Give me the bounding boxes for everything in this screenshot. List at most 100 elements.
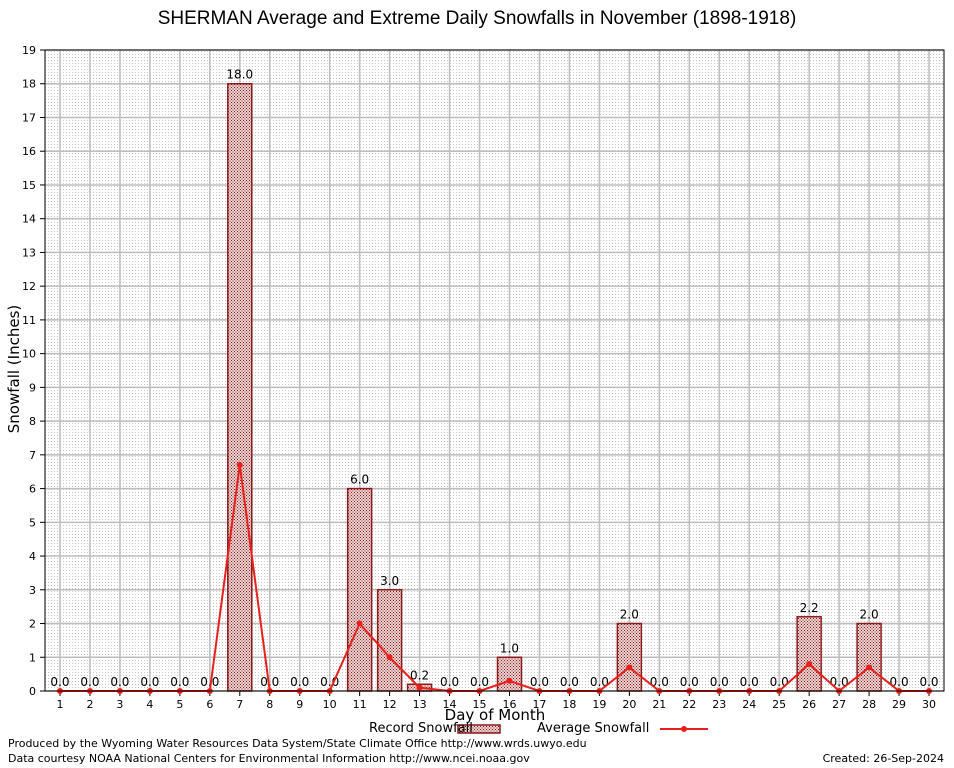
x-tick-label: 29 — [892, 698, 906, 711]
record-snowfall-bar — [856, 622, 882, 692]
bar-value-label: 3.0 — [380, 574, 399, 588]
x-tick-label: 16 — [502, 698, 516, 711]
x-tick-label: 30 — [922, 698, 936, 711]
bar-value-label: 0.0 — [890, 675, 909, 689]
x-tick-label: 26 — [802, 698, 816, 711]
y-tick-label: 1 — [29, 651, 36, 664]
y-tick-label: 5 — [29, 516, 36, 529]
chart-title: SHERMAN Average and Extreme Daily Snowfa… — [157, 8, 797, 29]
x-tick-label: 24 — [742, 698, 756, 711]
x-tick-label: 5 — [176, 698, 183, 711]
bar-value-label: 0.0 — [200, 675, 219, 689]
x-tick-label: 20 — [622, 698, 636, 711]
y-tick-label: 6 — [29, 483, 36, 496]
y-tick-label: 14 — [22, 213, 36, 226]
average-snowfall-point — [236, 461, 243, 468]
average-snowfall-point — [626, 664, 633, 671]
y-tick-label: 3 — [29, 584, 36, 597]
bar-value-label: 0.0 — [530, 675, 549, 689]
record-snowfall-bar — [376, 589, 403, 692]
bar-value-label: 0.0 — [919, 675, 938, 689]
y-tick-label: 4 — [29, 550, 36, 563]
y-tick-label: 12 — [22, 280, 36, 293]
y-tick-label: 18 — [22, 78, 36, 91]
x-tick-label: 18 — [562, 698, 576, 711]
bar-value-label: 0.0 — [710, 675, 729, 689]
x-tick-label: 8 — [266, 698, 273, 711]
average-snowfall-point — [416, 684, 423, 691]
bar-value-label: 0.0 — [290, 675, 309, 689]
legend-average-label: Average Snowfall — [537, 721, 650, 736]
x-tick-label: 23 — [712, 698, 726, 711]
y-tick-label: 0 — [29, 685, 36, 698]
x-tick-label: 27 — [832, 698, 846, 711]
y-tick-label: 8 — [29, 415, 36, 428]
x-tick-label: 6 — [206, 698, 213, 711]
x-tick-label: 21 — [652, 698, 666, 711]
record-snowfall-bar — [616, 622, 643, 692]
y-tick-label: 16 — [22, 145, 36, 158]
bar-value-label: 0.0 — [590, 675, 609, 689]
plot-background — [45, 50, 944, 691]
bar-value-label: 1.0 — [500, 641, 519, 655]
bar-value-label: 0.0 — [140, 675, 159, 689]
x-axis-label: Day of Month — [444, 706, 546, 724]
bar-value-label: 18.0 — [226, 68, 253, 82]
footer-produced-by: Produced by the Wyoming Water Resources … — [8, 737, 587, 750]
x-tick-label: 15 — [473, 698, 487, 711]
bar-value-label: 2.0 — [620, 608, 639, 622]
x-tick-label: 19 — [592, 698, 606, 711]
bar-value-label: 0.0 — [110, 675, 129, 689]
average-snowfall-point — [386, 654, 393, 661]
x-tick-label: 11 — [353, 698, 367, 711]
y-tick-label: 9 — [29, 381, 36, 394]
y-axis-label: Snowfall (Inches) — [5, 304, 23, 434]
x-tick-label: 9 — [296, 698, 303, 711]
x-tick-label: 25 — [772, 698, 786, 711]
bar-value-label: 0.0 — [50, 675, 69, 689]
x-tick-label: 14 — [443, 698, 457, 711]
average-snowfall-point — [356, 620, 363, 627]
x-tick-label: 28 — [862, 698, 876, 711]
y-tick-label: 13 — [22, 246, 36, 259]
created-date: Created: 26-Sep-2024 — [822, 752, 944, 765]
legend-record-label: Record Snowfall — [369, 721, 473, 736]
bar-value-label: 2.0 — [860, 608, 879, 622]
average-snowfall-point — [506, 677, 513, 684]
bar-value-label: 0.0 — [260, 675, 279, 689]
y-tick-label: 15 — [22, 179, 36, 192]
bar-value-label: 0.0 — [440, 675, 459, 689]
bar-value-label: 0.0 — [560, 675, 579, 689]
x-tick-label: 13 — [413, 698, 427, 711]
y-tick-label: 19 — [22, 44, 36, 57]
bar-value-label: 0.0 — [170, 675, 189, 689]
x-tick-label: 2 — [86, 698, 93, 711]
bar-value-label: 0.0 — [650, 675, 669, 689]
average-snowfall-point — [866, 664, 873, 671]
bar-value-label: 2.2 — [800, 601, 819, 615]
plot-border — [44, 49, 945, 692]
x-tick-label: 7 — [236, 698, 243, 711]
x-tick-label: 17 — [532, 698, 546, 711]
record-snowfall-bar — [346, 487, 373, 692]
bar-value-label: 0.0 — [80, 675, 99, 689]
y-tick-label: 11 — [22, 314, 36, 327]
footer-data-courtesy: Data courtesy NOAA National Centers for … — [8, 752, 530, 765]
bar-value-label: 0.0 — [740, 675, 759, 689]
y-tick-label: 2 — [29, 618, 36, 631]
y-tick-label: 7 — [29, 449, 36, 462]
y-tick-label: 10 — [22, 348, 36, 361]
bar-value-label: 0.2 — [410, 668, 429, 682]
record-snowfall-bar — [796, 616, 822, 692]
x-tick-label: 3 — [116, 698, 123, 711]
y-tick-label: 17 — [22, 111, 36, 124]
x-tick-label: 10 — [323, 698, 337, 711]
average-snowfall-point — [806, 661, 813, 668]
bar-value-label: 0.0 — [770, 675, 789, 689]
x-tick-label: 1 — [56, 698, 63, 711]
record-snowfall-bar — [227, 82, 253, 692]
legend-record-swatch — [457, 724, 501, 734]
x-tick-label: 22 — [682, 698, 696, 711]
x-tick-label: 4 — [146, 698, 153, 711]
